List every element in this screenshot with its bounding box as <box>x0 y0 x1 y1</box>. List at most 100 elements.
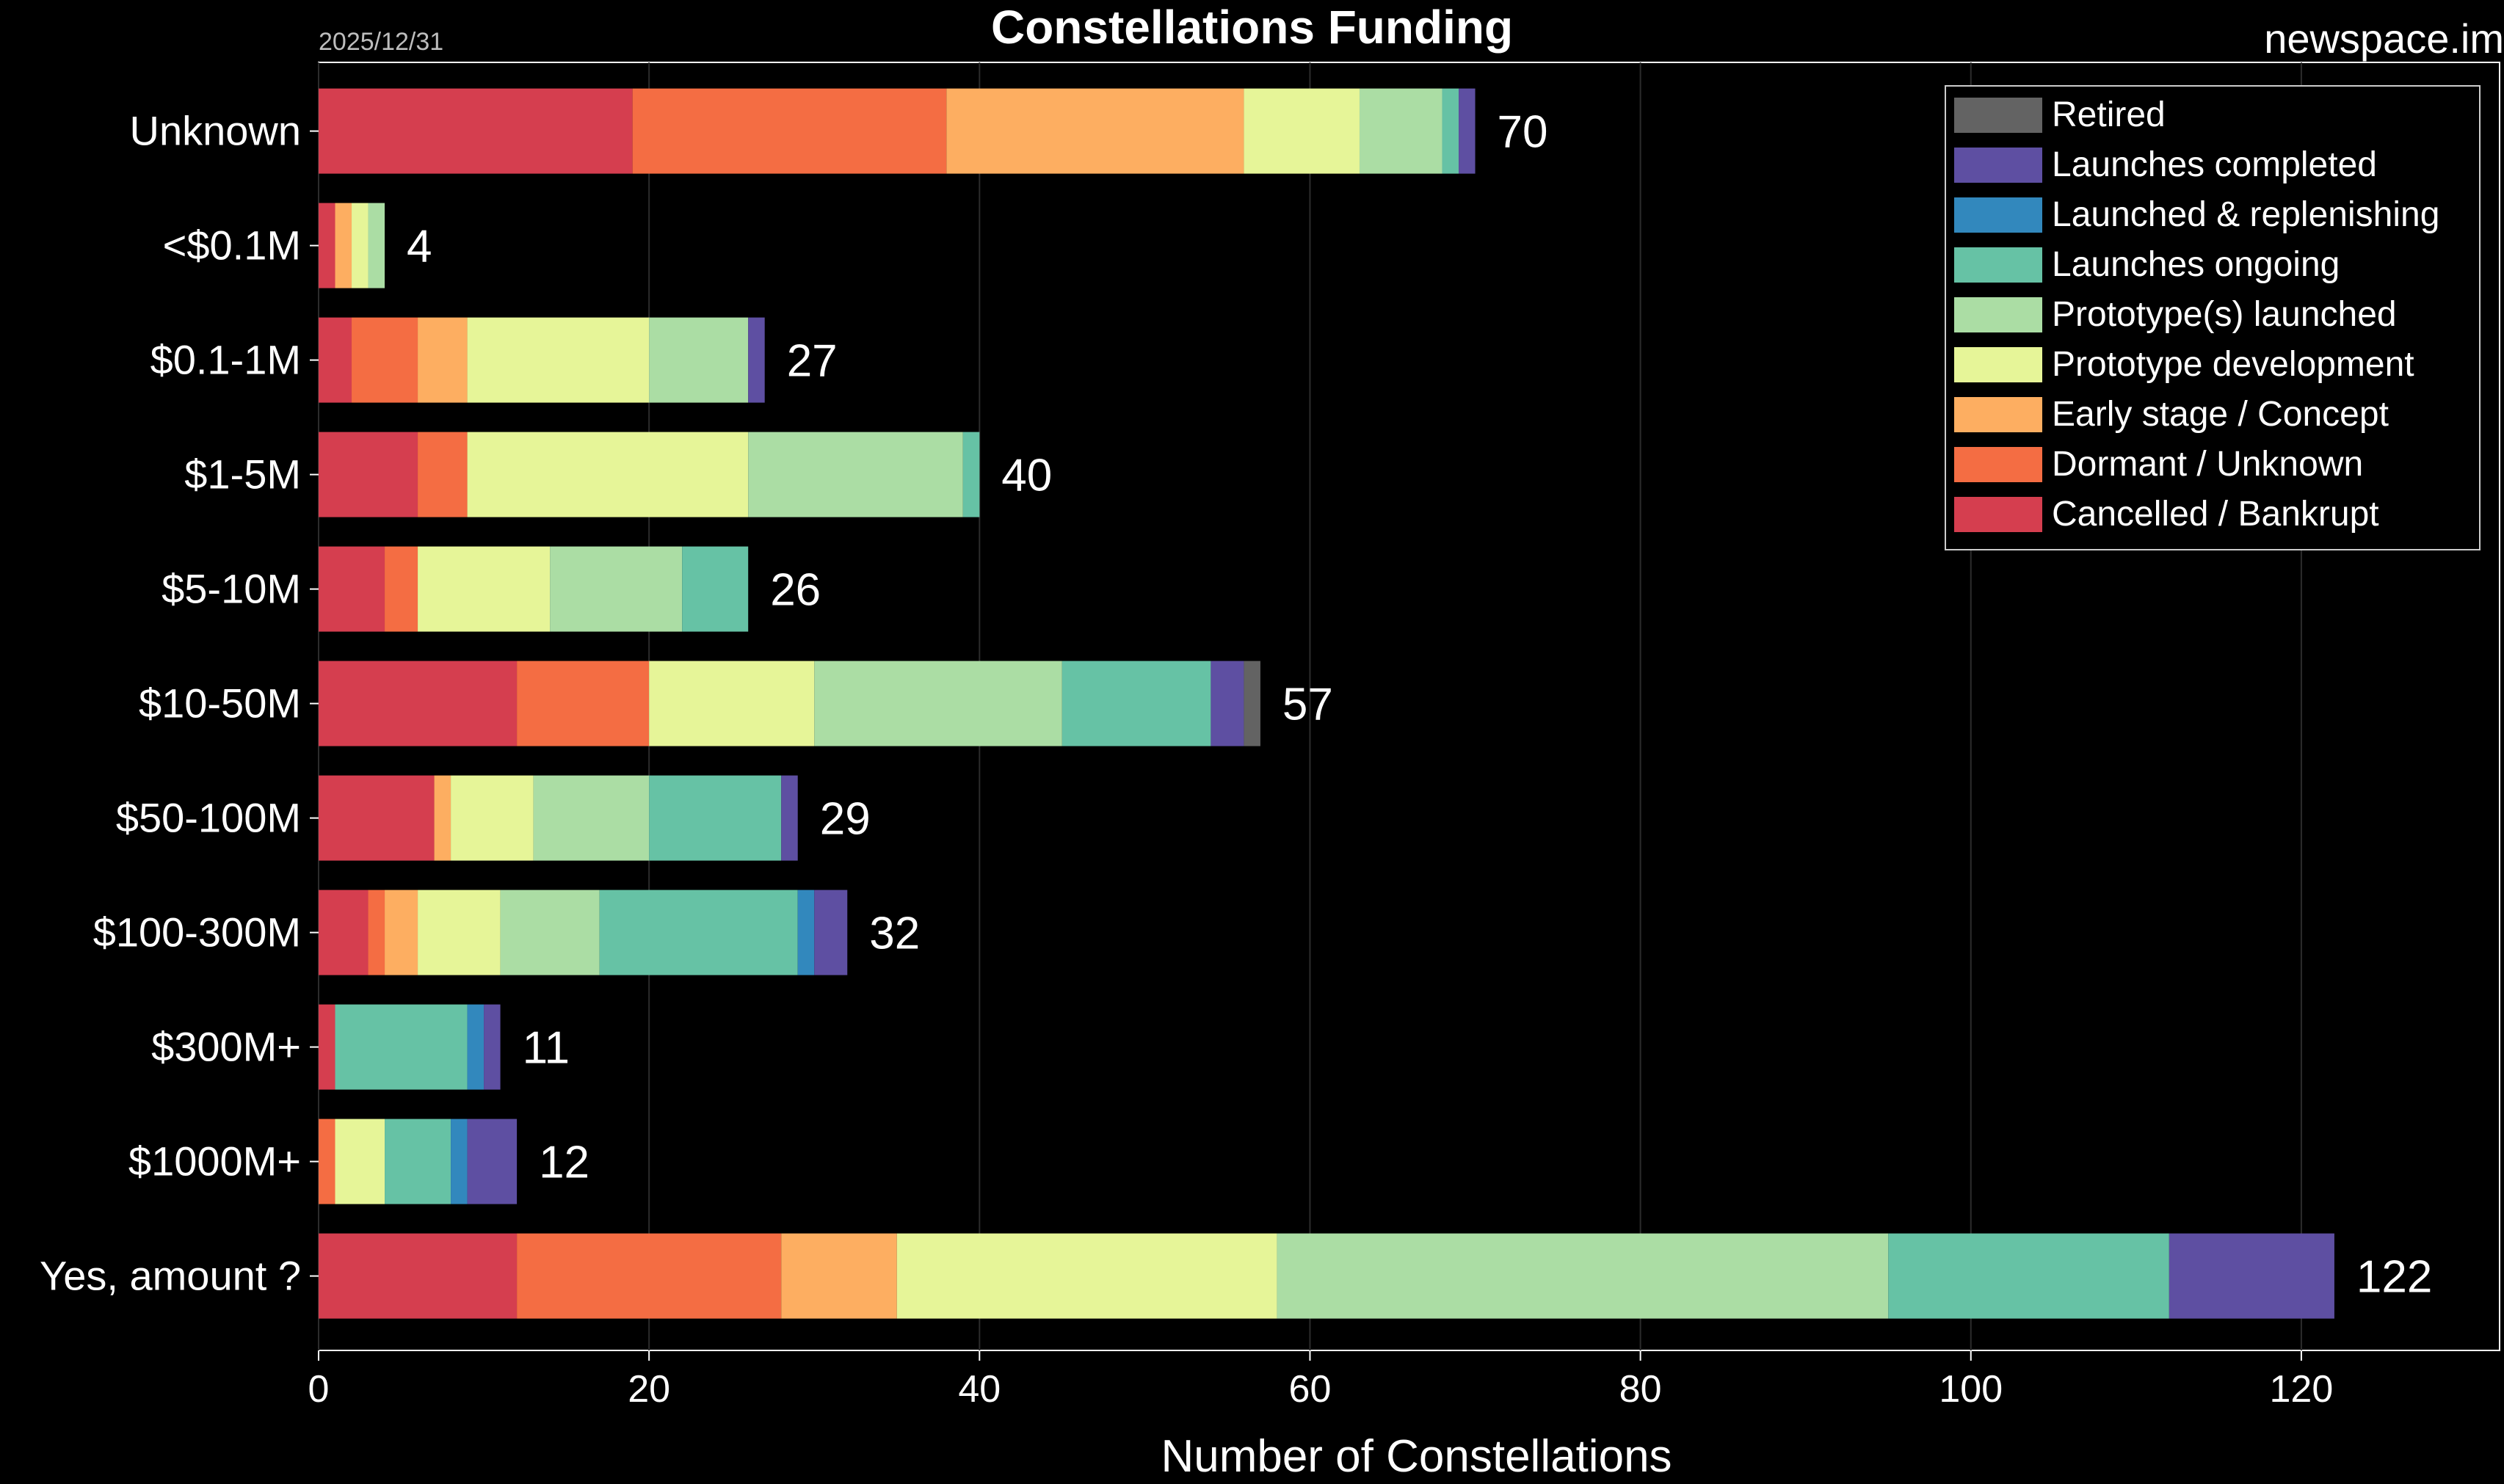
bar-segment <box>368 890 385 975</box>
date-stamp: 2025/12/31 <box>319 28 444 56</box>
bar-segment <box>451 1119 468 1204</box>
bar-segment <box>1244 88 1360 174</box>
y-category-label: $1000M+ <box>128 1138 301 1185</box>
legend-label: Cancelled / Bankrupt <box>2052 495 2379 534</box>
bar-segment <box>352 317 418 403</box>
bar-segment <box>385 1119 451 1204</box>
chart-title: Constellations Funding <box>990 1 1514 54</box>
bar-segment <box>500 890 600 975</box>
legend-swatch <box>1954 347 2042 382</box>
x-tick-label: 120 <box>2270 1368 2334 1411</box>
bar-segment <box>533 775 650 861</box>
bar-total-label: 122 <box>2356 1252 2432 1303</box>
bar-segment <box>418 432 468 517</box>
y-category-label: $10-50M <box>139 680 301 727</box>
legend-swatch <box>1954 397 2042 432</box>
x-tick-label: 80 <box>1619 1368 1662 1411</box>
bar-segment <box>335 1119 385 1204</box>
bar-total-label: 70 <box>1498 107 1548 158</box>
y-category-label: $1-5M <box>184 451 301 498</box>
bar-segment <box>319 1004 335 1090</box>
bar-segment <box>484 1004 501 1090</box>
legend-swatch <box>1954 197 2042 233</box>
bar-segment <box>649 775 782 861</box>
bar-segment <box>1442 88 1459 174</box>
bar-segment <box>1211 661 1244 746</box>
bar-segment <box>319 1233 518 1319</box>
bar-segment <box>319 1119 335 1204</box>
y-category-label: $0.1-1M <box>150 337 301 383</box>
bar-segment <box>319 546 385 632</box>
legend-swatch <box>1954 447 2042 482</box>
bar-segment <box>418 317 468 403</box>
bar-segment <box>649 661 815 746</box>
bar-segment <box>467 432 749 517</box>
bar-segment <box>632 88 947 174</box>
bar-segment <box>319 203 335 288</box>
bar-segment <box>368 203 385 288</box>
bar-segment <box>451 775 534 861</box>
bar-total-label: 4 <box>407 222 432 272</box>
bar-segment <box>797 890 815 975</box>
bar-segment <box>319 88 633 174</box>
legend-label: Retired <box>2052 95 2166 134</box>
y-category-label: Yes, amount ? <box>40 1253 301 1299</box>
bar-segment <box>385 890 418 975</box>
legend-swatch <box>1954 247 2042 283</box>
bar-segment <box>319 775 435 861</box>
bar-segment <box>748 432 963 517</box>
bar-segment <box>599 890 798 975</box>
bar-segment <box>2169 1233 2334 1319</box>
x-tick-label: 20 <box>628 1368 670 1411</box>
bar-segment <box>814 661 1062 746</box>
bar-segment <box>418 546 551 632</box>
bar-segment <box>781 775 798 861</box>
legend-label: Launches completed <box>2052 145 2377 184</box>
bar-total-label: 57 <box>1282 680 1333 730</box>
legend-label: Prototype development <box>2052 345 2414 384</box>
bar-segment <box>517 1233 782 1319</box>
bar-segment <box>319 890 369 975</box>
legend-label: Launches ongoing <box>2052 245 2340 284</box>
bar-segment <box>550 546 683 632</box>
x-tick-label: 100 <box>1939 1368 2003 1411</box>
bar-total-label: 29 <box>820 794 871 845</box>
bar-total-label: 27 <box>787 336 838 387</box>
bar-segment <box>649 317 749 403</box>
bar-segment <box>1062 661 1211 746</box>
bar-segment <box>1459 88 1476 174</box>
legend-label: Launched & replenishing <box>2052 195 2439 234</box>
bar-segment <box>385 546 418 632</box>
bar-segment <box>517 661 650 746</box>
bar-segment <box>962 432 980 517</box>
x-tick-label: 40 <box>958 1368 1001 1411</box>
y-category-label: $50-100M <box>116 795 301 841</box>
bar-segment <box>1244 661 1260 746</box>
bar-segment <box>335 203 352 288</box>
bar-segment <box>467 1119 518 1204</box>
bar-segment <box>781 1233 897 1319</box>
legend-swatch <box>1954 497 2042 532</box>
bar-segment <box>1277 1233 1889 1319</box>
bar-total-label: 32 <box>869 909 920 959</box>
legend-swatch <box>1954 98 2042 133</box>
x-tick-label: 0 <box>308 1368 330 1411</box>
y-category-label: $300M+ <box>151 1024 301 1070</box>
x-tick-label: 60 <box>1289 1368 1332 1411</box>
legend-swatch <box>1954 297 2042 332</box>
bar-segment <box>1359 88 1442 174</box>
bar-total-label: 12 <box>539 1138 589 1188</box>
bar-segment <box>946 88 1244 174</box>
bar-segment <box>748 317 765 403</box>
legend-label: Prototype(s) launched <box>2052 295 2397 334</box>
legend-label: Early stage / Concept <box>2052 395 2389 434</box>
bar-total-label: 11 <box>523 1023 570 1074</box>
bar-total-label: 26 <box>770 565 821 616</box>
bar-segment <box>319 317 352 403</box>
legend-label: Dormant / Unknown <box>2052 445 2363 484</box>
y-category-label: <$0.1M <box>163 222 301 269</box>
bar-segment <box>467 1004 485 1090</box>
bar-segment <box>335 1004 468 1090</box>
bar-segment <box>814 890 848 975</box>
